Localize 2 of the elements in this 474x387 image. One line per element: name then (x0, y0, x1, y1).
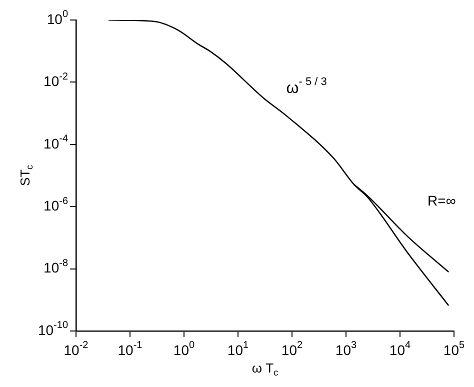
y-axis-title: STc (18, 164, 34, 186)
text: R=∞ (428, 192, 456, 208)
